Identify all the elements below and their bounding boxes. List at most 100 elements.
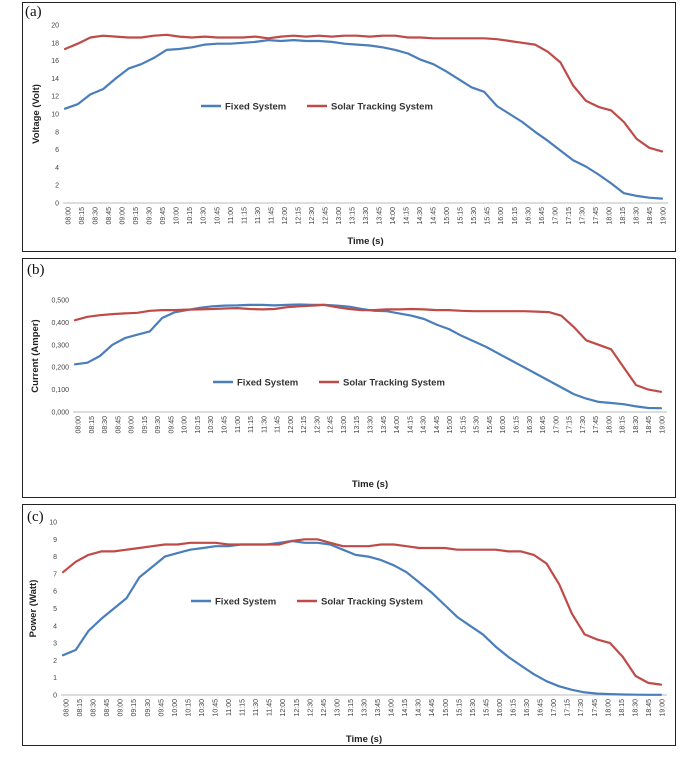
x-tick-label: 09:30	[145, 699, 152, 717]
x-tick-label: 13:00	[334, 699, 341, 717]
x-tick-label: 16:45	[540, 416, 547, 434]
legend-solar-tracking: Solar Tracking System	[321, 597, 423, 608]
x-tick-label: 19:00	[660, 699, 667, 717]
x-tick-label: 11:45	[275, 416, 282, 433]
x-tick-label: 10:45	[214, 207, 221, 225]
x-tick-label: 14:30	[416, 699, 423, 717]
x-tick-label: 18:15	[620, 416, 627, 434]
x-tick-label: 15:15	[458, 207, 465, 225]
x-tick-label: 11:00	[235, 416, 242, 433]
legend-solar-tracking: Solar Tracking System	[331, 102, 433, 113]
x-tick-label: 13:00	[336, 207, 343, 225]
x-tick-label: 08:30	[91, 699, 98, 717]
solar-tracking-line	[73, 303, 663, 393]
x-tick-label: 16:00	[498, 207, 505, 225]
y-tick-label: 5	[53, 606, 57, 613]
x-tick-label: 18:30	[633, 416, 640, 434]
y-tick-label: 20	[51, 23, 59, 30]
x-tick-label: 15:30	[471, 207, 478, 225]
x-tick-label: 13:30	[368, 416, 375, 434]
x-tick-label: 18:00	[606, 416, 613, 434]
x-tick-label: 15:00	[447, 416, 454, 434]
x-tick-label: 08:00	[64, 699, 71, 717]
x-tick-label: 13:15	[348, 699, 355, 717]
x-tick-label: 17:00	[551, 699, 558, 717]
x-tick-label: 11:00	[226, 699, 233, 716]
x-tick-label: 16:30	[525, 207, 532, 225]
x-tick-label: 15:15	[456, 699, 463, 717]
x-tick-label: 15:45	[485, 207, 492, 225]
x-tick-label: 08:45	[115, 416, 122, 434]
y-axis-title: Voltage (Volt)	[31, 84, 42, 144]
x-axis-title: Time (s)	[347, 236, 383, 247]
x-tick-label: 15:00	[444, 207, 451, 225]
y-tick-label: 1	[53, 675, 57, 682]
x-tick-label: 12:15	[301, 416, 308, 434]
y-tick-label: 6	[55, 147, 59, 154]
x-tick-label: 16:00	[497, 699, 504, 717]
x-tick-label: 09:45	[168, 416, 175, 434]
y-tick-label: 3	[53, 641, 57, 648]
panel-label-b: (b)	[27, 262, 45, 278]
y-tick-label: 10	[49, 520, 57, 527]
x-tick-label: 15:30	[470, 699, 477, 717]
panel-label-c: (c)	[27, 509, 44, 525]
x-axis-title: Time (s)	[352, 479, 388, 490]
x-tick-label: 17:15	[566, 207, 573, 225]
x-tick-label: 12:45	[328, 416, 335, 434]
y-tick-label: 7	[53, 571, 57, 578]
x-tick-label: 14:00	[390, 207, 397, 225]
x-tick-label: 15:00	[443, 699, 450, 717]
x-tick-label: 14:30	[417, 207, 424, 225]
x-tick-label: 14:00	[394, 416, 401, 434]
x-tick-label: 09:15	[142, 416, 149, 434]
y-tick-label: 0	[55, 201, 59, 208]
legend-fixed-system: Fixed System	[225, 102, 286, 113]
x-tick-label: 10:15	[195, 416, 202, 434]
x-tick-label: 10:00	[174, 207, 181, 225]
fixed-system-line	[61, 539, 663, 696]
x-tick-label: 14:00	[389, 699, 396, 717]
x-tick-label: 08:00	[76, 416, 83, 434]
x-tick-label: 14:45	[431, 207, 438, 225]
x-tick-label: 16:45	[539, 207, 546, 225]
y-tick-label: 0,400	[51, 320, 69, 327]
y-tick-label: 0	[53, 693, 57, 700]
x-tick-label: 12:30	[309, 207, 316, 225]
x-tick-label: 18:15	[619, 699, 626, 717]
fixed-system-line	[73, 303, 663, 410]
x-tick-label: 10:30	[199, 699, 206, 717]
x-tick-label: 09:15	[131, 699, 138, 717]
y-tick-label: 12	[51, 94, 59, 101]
y-tick-label: 10	[51, 112, 59, 119]
x-tick-label: 15:45	[487, 416, 494, 434]
x-tick-label: 17:30	[578, 699, 585, 717]
x-tick-label: 14:45	[429, 699, 436, 717]
x-tick-label: 17:45	[593, 416, 600, 434]
x-tick-label: 09:30	[147, 207, 154, 225]
y-tick-label: 9	[53, 537, 57, 544]
y-tick-label: 16	[51, 58, 59, 65]
x-tick-label: 11:30	[255, 207, 262, 224]
fixed-system-line	[63, 38, 664, 200]
x-tick-label: 13:45	[381, 416, 388, 434]
x-tick-label: 09:30	[155, 416, 162, 434]
x-tick-label: 09:45	[160, 207, 167, 225]
y-tick-label: 8	[55, 129, 59, 136]
x-tick-label: 14:45	[434, 416, 441, 434]
x-tick-label: 13:00	[341, 416, 348, 434]
solar-tracking-line	[61, 538, 663, 686]
x-tick-label: 08:00	[66, 207, 73, 225]
x-tick-label: 14:15	[404, 207, 411, 225]
x-tick-label: 08:15	[79, 207, 86, 225]
y-axis-title: Current (Amper)	[30, 319, 41, 392]
y-tick-label: 4	[53, 623, 57, 630]
y-axis-title: Power (Watt)	[28, 580, 39, 638]
x-tick-label: 09:15	[133, 207, 140, 225]
x-tick-label: 15:15	[460, 416, 467, 434]
x-tick-label: 11:45	[267, 699, 274, 716]
x-tick-label: 17:00	[552, 207, 559, 225]
y-tick-label: 4	[55, 165, 59, 172]
x-tick-label: 11:15	[241, 207, 248, 224]
x-tick-label: 18:15	[620, 207, 627, 225]
